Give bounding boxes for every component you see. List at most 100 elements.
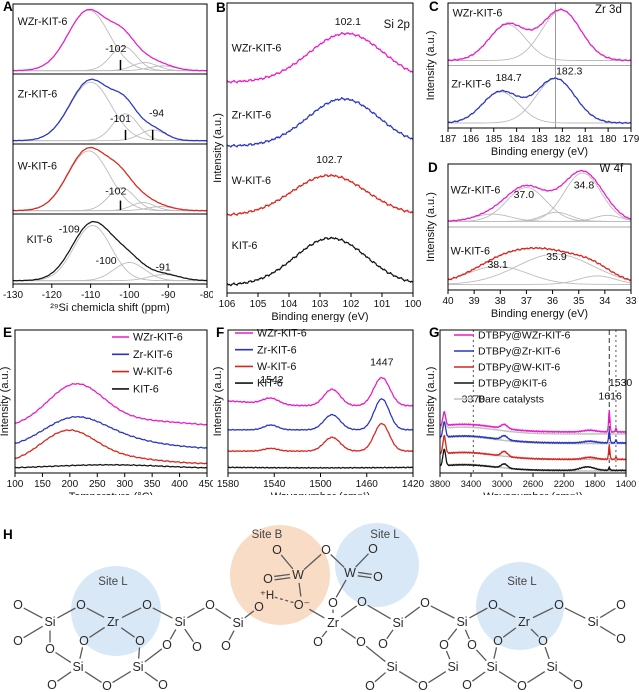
atom-label: O bbox=[573, 678, 583, 692]
bond bbox=[138, 647, 141, 659]
x-tick-label: 1540 bbox=[263, 479, 286, 490]
x-tick-label: 182 bbox=[554, 134, 571, 145]
panel-letter-h: H bbox=[3, 527, 13, 542]
bond bbox=[599, 625, 616, 637]
atom-label: Si bbox=[447, 660, 458, 674]
peak-annotation: -100 bbox=[96, 255, 117, 267]
atom-label: Si bbox=[174, 615, 185, 629]
bond bbox=[321, 630, 328, 638]
atom-label: Si bbox=[72, 660, 83, 674]
bond bbox=[120, 627, 136, 638]
bond bbox=[502, 627, 517, 638]
x-tick-label: 400 bbox=[171, 479, 188, 490]
bond bbox=[309, 608, 325, 619]
peak-annotation: -91 bbox=[156, 262, 171, 274]
sample-label: Zr-KIT-6 bbox=[451, 79, 491, 91]
legend-label: KIT-6 bbox=[257, 378, 283, 390]
atom-label: Si bbox=[456, 615, 467, 629]
bond bbox=[215, 607, 232, 619]
curve-Zr-KIT-6 bbox=[447, 77, 632, 125]
x-tick-label: 186 bbox=[463, 134, 480, 145]
chart-A: WZr-KIT-6 -102 Zr-KIT-6 -101 -94 W-KIT-6 -102 K… bbox=[3, 3, 213, 314]
x-tick-label: 150 bbox=[34, 479, 51, 490]
x-tick-label: 250 bbox=[89, 479, 106, 490]
x-tick-label: 2600 bbox=[523, 479, 543, 489]
panel-letter-g: G bbox=[429, 325, 440, 340]
bond bbox=[79, 647, 84, 659]
sample-label: KIT-6 bbox=[27, 234, 53, 246]
bond bbox=[530, 628, 539, 637]
atom-label: O⁻ bbox=[294, 598, 310, 612]
bond bbox=[280, 554, 294, 570]
atom-label: O bbox=[205, 598, 215, 612]
sample-label: WZr-KIT-6 bbox=[453, 8, 503, 20]
atom-label: O bbox=[142, 598, 152, 612]
y-axis-label: Intensity (a.u.) bbox=[426, 31, 437, 101]
x-tick-label: 3000 bbox=[492, 479, 512, 489]
bond bbox=[428, 670, 447, 684]
legend-label: W-KIT-6 bbox=[257, 361, 296, 373]
site-highlight-circle bbox=[335, 523, 419, 607]
peak-annotation: -102 bbox=[105, 43, 126, 55]
x-tick-label: 40 bbox=[442, 296, 454, 307]
chart-E: 100 150 200 250 300 350 400 450 Temperature (°C)… bbox=[0, 329, 213, 495]
atom-label: O bbox=[378, 637, 388, 651]
curve-W-KIT-6 bbox=[447, 246, 632, 282]
bond bbox=[355, 553, 369, 568]
chart-D: WZr-KIT-6 37.0 34.8 W 4f W-KIT-638.1 35.9 40 39… bbox=[426, 163, 637, 320]
legend-label: DTBPy@W-KIT-6 bbox=[478, 362, 560, 374]
x-tick-label: 37 bbox=[521, 296, 533, 307]
x-tick-label: 2200 bbox=[554, 479, 574, 489]
bond bbox=[564, 607, 586, 619]
panel-letter-e: E bbox=[3, 325, 13, 340]
peak-annotation: W 4f bbox=[600, 163, 624, 175]
peak-annotation: 102.1 bbox=[335, 16, 361, 28]
bond bbox=[469, 607, 488, 619]
x-tick-label: 100 bbox=[405, 299, 422, 310]
x-tick-label: 350 bbox=[144, 479, 161, 490]
atom-label: O bbox=[13, 598, 23, 612]
curve-KIT-6 bbox=[14, 463, 208, 469]
curve-component bbox=[448, 172, 632, 222]
sample-label: W-KIT-6 bbox=[18, 161, 57, 173]
bond bbox=[340, 628, 356, 639]
peak-annotation: 1530 bbox=[609, 377, 633, 389]
atom-label: W bbox=[344, 566, 356, 580]
x-tick-label: 105 bbox=[250, 299, 267, 310]
x-tick-label: 1400 bbox=[616, 479, 636, 489]
x-axis-label: Wavenumber (cm⁻¹) bbox=[483, 491, 583, 495]
x-tick-label: -90 bbox=[161, 290, 176, 301]
atom-label: O bbox=[493, 634, 503, 648]
peak-annotation: 35.9 bbox=[546, 251, 567, 263]
peak-annotation: 102.7 bbox=[316, 154, 342, 166]
bond bbox=[367, 604, 391, 620]
x-tick-label: 179 bbox=[623, 134, 639, 145]
atom-label: Zr bbox=[518, 615, 530, 629]
bond bbox=[464, 629, 471, 640]
bond bbox=[445, 650, 451, 660]
x-axis-label: Temperature (°C) bbox=[69, 491, 153, 495]
x-tick-label: -80 bbox=[200, 290, 213, 301]
curve-DTBPy@W-KIT-6 bbox=[439, 434, 627, 461]
x-tick-label: 33 bbox=[625, 296, 637, 307]
bond bbox=[365, 645, 386, 663]
bond bbox=[274, 573, 290, 578]
atom-label: O bbox=[616, 632, 626, 646]
peak-annotation: -101 bbox=[110, 113, 131, 125]
y-axis-label: Intensity (a.u.) bbox=[0, 367, 11, 437]
bond bbox=[23, 625, 44, 639]
peak-annotation: Zr 3d bbox=[595, 4, 622, 16]
atom-label: O bbox=[263, 572, 273, 586]
atom-label: Si bbox=[232, 616, 243, 630]
bond bbox=[471, 671, 486, 682]
legend-label: W-KIT-6 bbox=[133, 366, 172, 378]
atom-label: Si bbox=[44, 615, 55, 629]
bond bbox=[303, 553, 322, 571]
chart-F: 1542 1447 1580 1540 1500 1460 1420 Wavenumber (… bbox=[213, 328, 425, 495]
bond bbox=[55, 651, 72, 663]
panel-letter-b: B bbox=[216, 0, 226, 15]
atom-label: O bbox=[373, 570, 383, 584]
atom-label: O bbox=[420, 596, 430, 610]
bond bbox=[527, 670, 546, 684]
